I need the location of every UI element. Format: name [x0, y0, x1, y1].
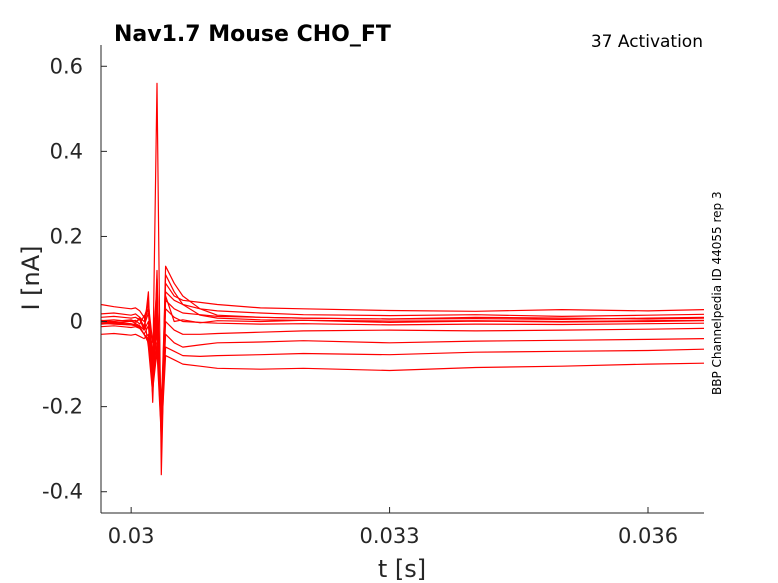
y-tick-label: 0	[70, 310, 83, 334]
x-tick-label: 0.036	[618, 524, 678, 548]
trace-2	[100, 269, 705, 446]
trace-10	[100, 322, 705, 433]
y-tick-label: 0.4	[50, 139, 83, 163]
y-tick-label: -0.2	[42, 395, 83, 419]
chart-title: Nav1.7 Mouse CHO_FT	[114, 22, 391, 47]
y-tick-label: -0.4	[42, 480, 83, 504]
x-tick-label: 0.033	[360, 524, 420, 548]
x-axis-label: t [s]	[378, 555, 426, 583]
side-note: BBP Channelpedia ID 44055 rep 3	[710, 191, 724, 395]
trace-7	[100, 308, 705, 425]
trace-11	[100, 320, 705, 437]
trace-8	[100, 320, 705, 429]
trace-6	[100, 299, 705, 420]
chart-subtitle: 37 Activation	[591, 32, 703, 52]
trace-4	[100, 282, 705, 408]
trace-5	[100, 291, 705, 416]
y-tick-label: 0.2	[50, 224, 83, 248]
x-tick-label: 0.03	[108, 524, 155, 548]
trace-3	[100, 265, 705, 437]
y-axis-label: I [nA]	[17, 245, 45, 310]
series-layer	[100, 82, 705, 476]
axes-layer	[100, 45, 704, 514]
ticks-layer: 0.03 0.033 0.036 0.6 0.4 0.2 0 -0.2 -0.4	[42, 54, 678, 548]
y-tick-label: 0.6	[50, 54, 83, 78]
trace-9	[100, 329, 705, 429]
